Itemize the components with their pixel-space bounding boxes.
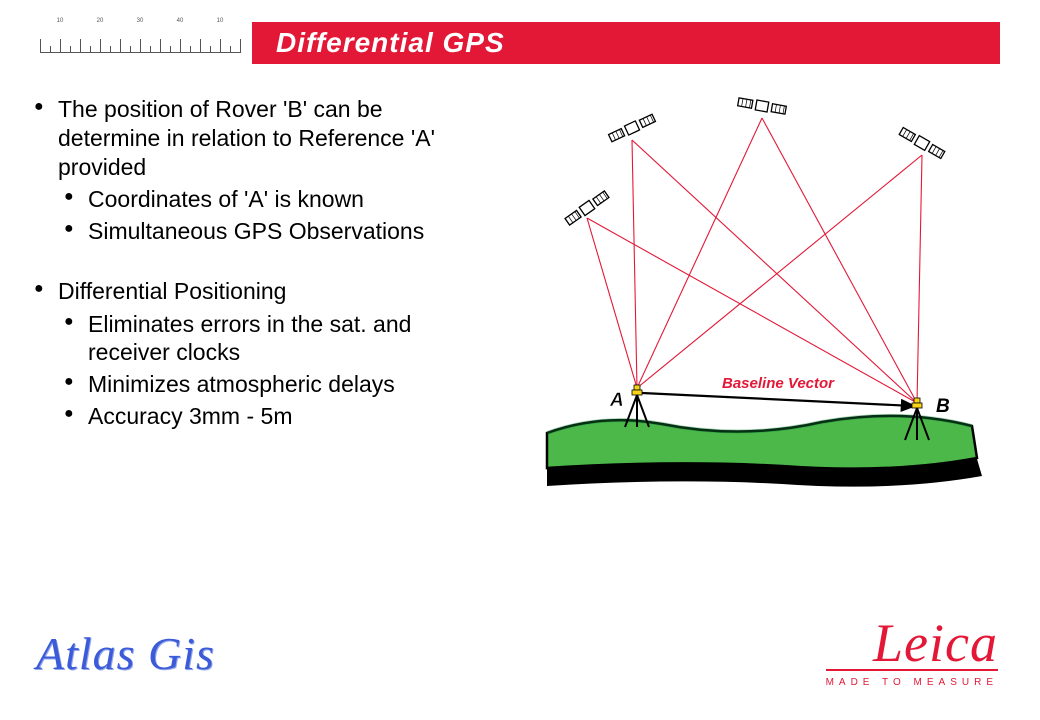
- bullet-content: The position of Rover 'B' can be determi…: [30, 95, 490, 444]
- receiver-b-label: B: [936, 396, 950, 417]
- bullet-item: Differential Positioning: [30, 277, 490, 306]
- ruler-label: 10: [57, 18, 64, 24]
- title-bar: Differential GPS: [252, 22, 1000, 64]
- signal-lines: [587, 118, 922, 403]
- sub-bullet-item: Eliminates errors in the sat. and receiv…: [30, 310, 490, 366]
- leica-tagline: MADE TO MEASURE: [826, 677, 998, 688]
- leica-logo: Leica MADE TO MEASURE: [826, 622, 998, 688]
- ruler-label: 30: [137, 18, 144, 24]
- ruler-scale: 10 20 30 40 10: [40, 18, 240, 53]
- ruler-label: 20: [97, 18, 104, 24]
- sub-bullet-item: Coordinates of 'A' is known: [30, 185, 490, 213]
- sub-bullet-item: Minimizes atmospheric delays: [30, 370, 490, 398]
- leica-wordmark: Leica: [826, 622, 998, 665]
- dgps-diagram: Baseline Vector A B: [522, 88, 1002, 508]
- sub-bullet-item: Simultaneous GPS Observations: [30, 217, 490, 245]
- atlas-gis-logo: Atlas Gis: [36, 627, 215, 680]
- satellites: [564, 97, 945, 226]
- slide-title: Differential GPS: [276, 27, 505, 59]
- baseline-vector-line: [642, 393, 914, 406]
- ruler-label: 40: [177, 18, 184, 24]
- baseline-vector-label: Baseline Vector: [722, 375, 835, 392]
- sub-bullet-item: Accuracy 3mm - 5m: [30, 402, 490, 430]
- terrain-shape: [547, 416, 977, 469]
- ruler-label: 10: [217, 18, 224, 24]
- receiver-a-label: A: [609, 390, 624, 411]
- bullet-item: The position of Rover 'B' can be determi…: [30, 95, 490, 181]
